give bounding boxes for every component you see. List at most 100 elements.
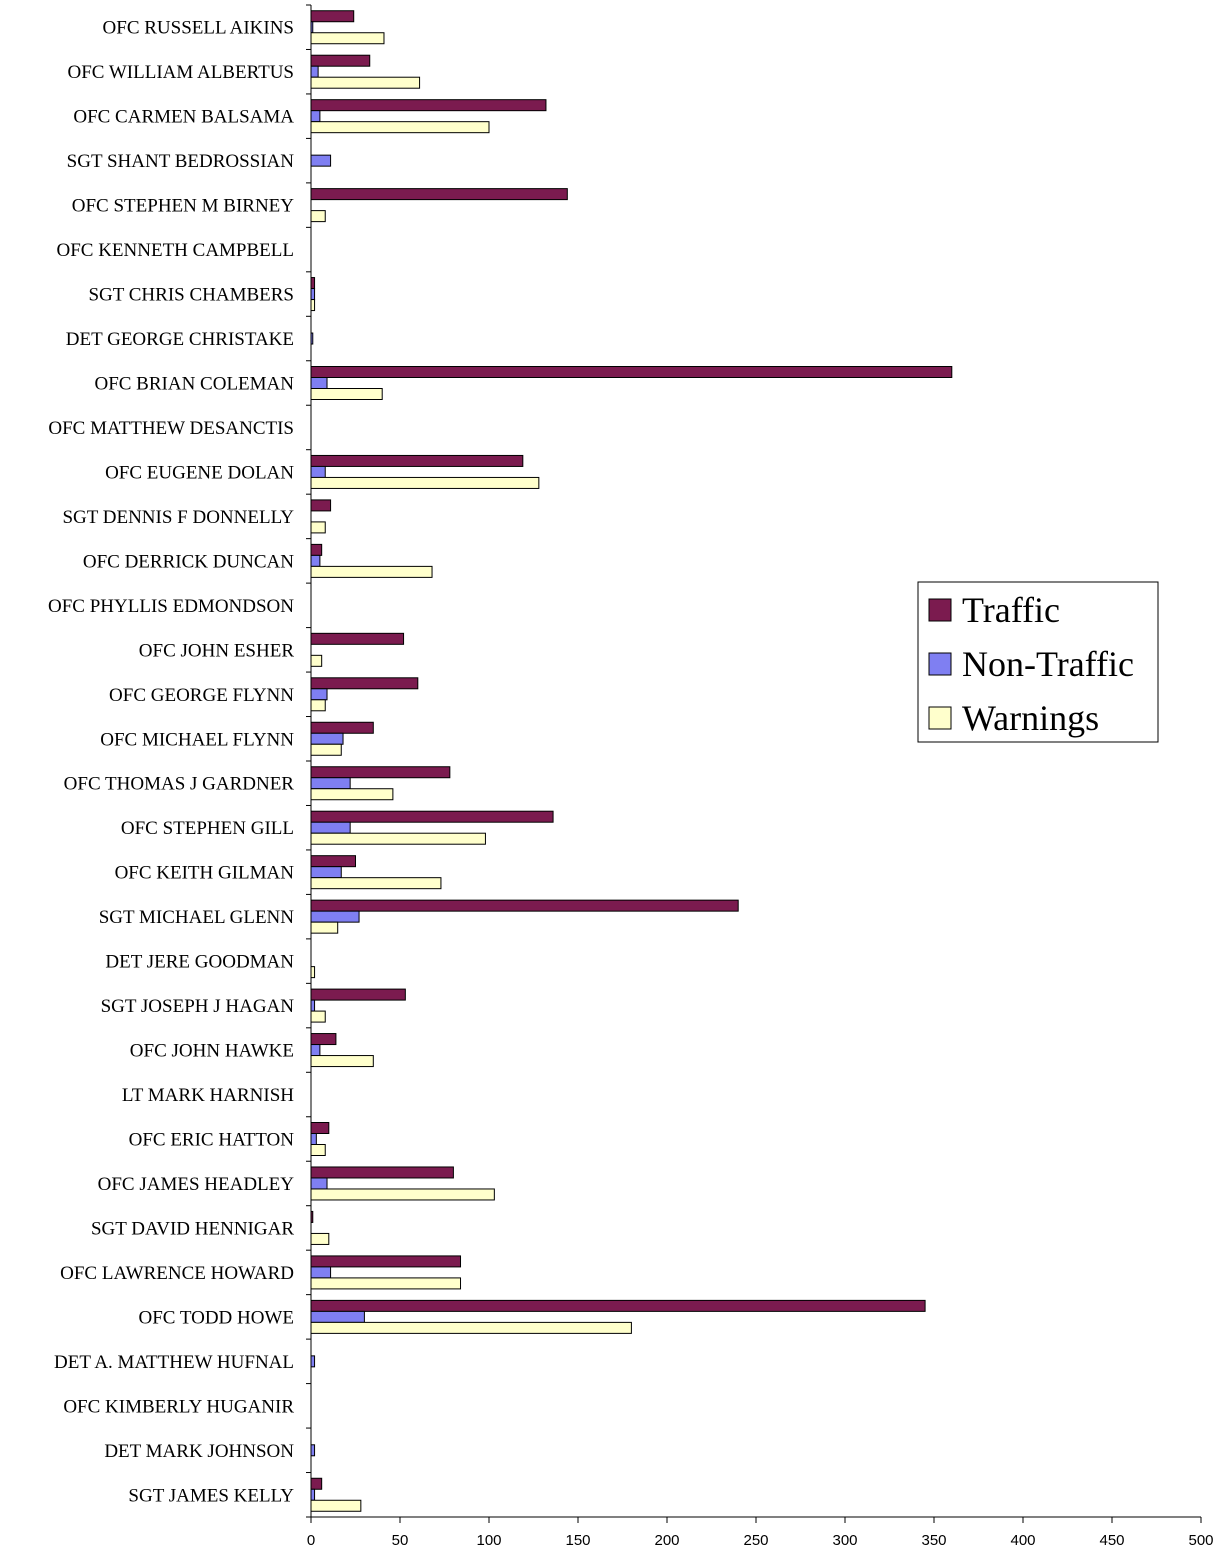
bar-warnings [310, 1321, 632, 1334]
bar-non-traffic [310, 732, 344, 745]
bar-warnings [310, 1188, 495, 1201]
bar-warnings [310, 743, 342, 756]
bar-traffic [310, 1477, 323, 1490]
category-label: OFC RUSSELL AIKINS [103, 18, 294, 39]
legend-label: Non-Traffic [962, 644, 1134, 684]
x-tick-label: 400 [1010, 1532, 1035, 1549]
bar-non-traffic [310, 1444, 316, 1457]
x-tick-label: 500 [1188, 1532, 1213, 1549]
bar-non-traffic [310, 866, 342, 879]
bar-warnings [310, 476, 540, 489]
bar-warnings [310, 1055, 374, 1068]
bar-warnings [310, 1499, 362, 1512]
bar-traffic [310, 899, 739, 912]
category-label: SGT CHRIS CHAMBERS [88, 285, 294, 306]
category-label: DET JERE GOODMAN [105, 952, 294, 973]
bar-non-traffic [310, 1310, 365, 1323]
bar-warnings [310, 921, 339, 934]
category-label: SGT JAMES KELLY [128, 1485, 294, 1506]
bar-non-traffic [310, 688, 328, 701]
category-label: OFC MATTHEW DESANCTIS [48, 418, 294, 439]
category-label: OFC DERRICK DUNCAN [83, 551, 294, 572]
bar-non-traffic [310, 1355, 316, 1368]
bar-traffic [310, 1033, 337, 1046]
bar-traffic [310, 499, 332, 512]
bar-traffic [310, 366, 953, 378]
bar-non-traffic [310, 1133, 317, 1145]
category-label: OFC JOHN ESHER [139, 640, 295, 661]
bar-warnings [310, 699, 326, 712]
bar-non-traffic [310, 1488, 316, 1501]
bar-non-traffic [310, 554, 321, 567]
bar-traffic [310, 766, 451, 779]
category-labels: OFC RUSSELL AIKINS OFC WILLIAM ALBERTUS OF… [48, 18, 294, 1507]
bar-traffic [310, 1255, 462, 1268]
category-label: SGT DAVID HENNIGAR [91, 1218, 294, 1239]
bar-warnings [310, 121, 490, 134]
x-tick-label: 350 [921, 1532, 946, 1549]
bar-traffic [310, 454, 524, 467]
category-label: OFC KEITH GILMAN [115, 863, 295, 884]
bar-non-traffic [310, 110, 321, 123]
bar-warnings [310, 521, 326, 534]
bar-traffic [310, 99, 547, 112]
bar-traffic [310, 632, 405, 645]
bar-warnings [310, 966, 316, 979]
bar-non-traffic [310, 288, 316, 301]
category-label: DET GEORGE CHRISTAKE [66, 329, 294, 350]
bar-non-traffic [310, 1266, 332, 1279]
category-label: DET A. MATTHEW HUFNAL [54, 1352, 294, 1373]
bar-traffic [310, 277, 316, 290]
bar-warnings [310, 788, 394, 801]
bar-warnings [310, 299, 316, 312]
category-label: OFC THOMAS J GARDNER [64, 774, 295, 795]
bar-traffic [310, 1122, 330, 1134]
bar-warnings [310, 210, 326, 223]
category-label: OFC JAMES HEADLEY [98, 1174, 295, 1195]
bar-traffic [310, 54, 371, 67]
x-tick-label: 0 [307, 1532, 315, 1549]
category-label: OFC GEORGE FLYNN [109, 685, 294, 706]
category-label: OFC BRIAN COLEMAN [94, 374, 294, 395]
category-label: OFC STEPHEN GILL [121, 818, 294, 839]
x-tick-label: 50 [392, 1532, 409, 1549]
bar-warnings [310, 388, 383, 400]
bar-warnings [310, 654, 323, 667]
bar-traffic [310, 988, 406, 1001]
category-label: OFC STEPHEN M BIRNEY [72, 196, 294, 217]
bar-traffic [310, 10, 355, 23]
category-label: OFC CARMEN BALSAMA [73, 107, 294, 128]
bar-warnings [310, 565, 433, 578]
bar-traffic [310, 855, 356, 868]
category-label: LT MARK HARNISH [122, 1085, 294, 1106]
bar-non-traffic [310, 910, 360, 923]
legend: Traffic Non-Traffic Warnings [917, 581, 1159, 743]
category-label: OFC EUGENE DOLAN [105, 462, 294, 483]
bar-traffic [310, 810, 554, 823]
bars-layer [310, 10, 953, 1512]
bar-non-traffic [310, 65, 319, 78]
category-label: DET MARK JOHNSON [104, 1441, 294, 1462]
category-label: OFC JOHN HAWKE [130, 1041, 294, 1062]
bar-warnings [310, 877, 442, 890]
x-tick-label: 100 [476, 1532, 501, 1549]
category-label: OFC LAWRENCE HOWARD [60, 1263, 294, 1284]
category-label: OFC WILLIAM ALBERTUS [67, 62, 294, 83]
bar-non-traffic [310, 377, 328, 389]
legend-swatch-warnings [928, 706, 952, 730]
bar-warnings [310, 832, 486, 845]
legend-swatch-traffic [928, 598, 952, 622]
bar-non-traffic [310, 1044, 321, 1057]
bar-non-traffic [310, 1177, 328, 1190]
legend-label: Warnings [962, 698, 1099, 738]
bar-non-traffic [310, 465, 326, 478]
bar-warnings [310, 1277, 462, 1290]
bar-warnings [310, 76, 421, 89]
x-tick-label: 450 [1099, 1532, 1124, 1549]
legend-swatch-non-traffic [928, 652, 952, 676]
legend-box [917, 581, 1159, 743]
bar-warnings [310, 32, 385, 45]
bar-non-traffic [310, 777, 351, 790]
bar-non-traffic [310, 154, 332, 167]
